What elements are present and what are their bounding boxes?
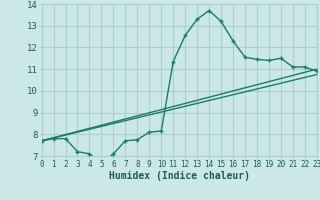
X-axis label: Humidex (Indice chaleur): Humidex (Indice chaleur) <box>109 171 250 181</box>
